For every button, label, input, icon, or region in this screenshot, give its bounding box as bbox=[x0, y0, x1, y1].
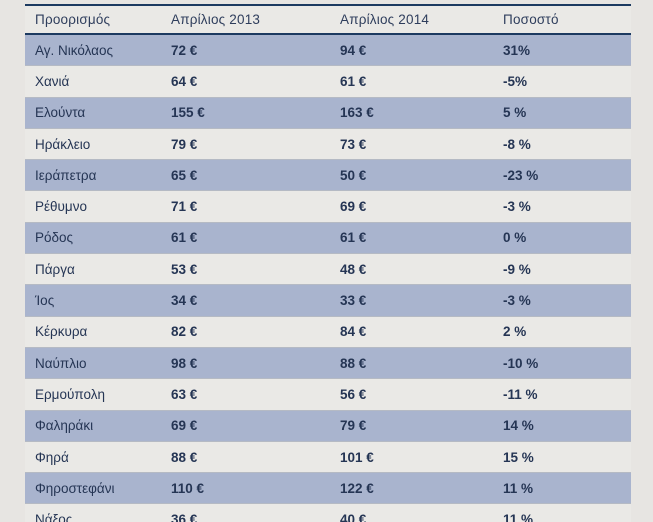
cell-price-2014: 61 € bbox=[330, 221, 493, 255]
table-row: Νάξος 36 € 40 € 11 % bbox=[25, 503, 631, 522]
cell-destination: Ιεράπετρα bbox=[25, 159, 161, 192]
col-header-april-2013: Απρίλιος 2013 bbox=[161, 4, 330, 35]
col-header-april-2014: Απρίλιος 2014 bbox=[330, 4, 493, 35]
cell-destination: Ίος bbox=[25, 284, 161, 317]
cell-price-2014: 79 € bbox=[330, 409, 493, 442]
cell-price-2013: 65 € bbox=[161, 159, 330, 192]
cell-destination: Χανιά bbox=[35, 73, 70, 89]
table-row: Ρόδος 61 € 61 € 0 % bbox=[25, 221, 631, 255]
cell-destination: Φηρά bbox=[35, 449, 69, 465]
price-comparison-table: Προορισμός Απρίλιος 2013 Απρίλιος 2014 Π… bbox=[25, 4, 631, 522]
cell-percent: 11 % bbox=[503, 512, 534, 522]
cell-percent: 14 % bbox=[493, 409, 631, 442]
cell-price-2014: 84 € bbox=[340, 324, 367, 340]
cell-percent: -3 % bbox=[493, 284, 631, 317]
cell-price-2013: 53 € bbox=[171, 261, 198, 277]
table-row: Φηροστεφάνι 110 € 122 € 11 % bbox=[25, 472, 631, 505]
cell-price-2014: 94 € bbox=[330, 33, 493, 67]
cell-price-2013: 98 € bbox=[161, 346, 330, 380]
cell-price-2014: 33 € bbox=[330, 284, 493, 317]
cell-price-2014: 88 € bbox=[330, 346, 493, 380]
cell-destination: Ελούντα bbox=[25, 96, 161, 129]
table-row: Ρέθυμνο 71 € 69 € -3 % bbox=[25, 190, 631, 223]
cell-price-2014: 50 € bbox=[330, 159, 493, 192]
cell-price-2014: 40 € bbox=[340, 512, 367, 522]
cell-price-2014: 56 € bbox=[340, 386, 367, 402]
cell-price-2013: 71 € bbox=[171, 199, 198, 215]
cell-price-2013: 36 € bbox=[171, 512, 198, 522]
table-row: Φηρά 88 € 101 € 15 % bbox=[25, 441, 631, 473]
table-row: Ναύπλιο 98 € 88 € -10 % bbox=[25, 346, 631, 380]
cell-percent: 2 % bbox=[503, 324, 527, 340]
cell-percent: 5 % bbox=[493, 96, 631, 129]
cell-percent: -10 % bbox=[493, 346, 631, 380]
table-row: Ιεράπετρα 65 € 50 € -23 % bbox=[25, 159, 631, 192]
cell-percent: 15 % bbox=[503, 449, 534, 465]
cell-destination: Ηράκλειο bbox=[35, 136, 91, 152]
cell-percent: -3 % bbox=[503, 199, 531, 215]
cell-price-2014: 163 € bbox=[330, 96, 493, 129]
cell-destination: Πάργα bbox=[35, 261, 75, 277]
col-header-percent: Ποσοστό bbox=[493, 4, 631, 35]
table-row: Κέρκυρα 82 € 84 € 2 % bbox=[25, 316, 631, 348]
cell-percent: -9 % bbox=[503, 261, 531, 277]
table-row: Ερμούπολη 63 € 56 € -11 % bbox=[25, 378, 631, 411]
cell-price-2013: 88 € bbox=[171, 449, 198, 465]
col-header-destination: Προορισμός bbox=[25, 4, 161, 35]
cell-price-2014: 61 € bbox=[340, 73, 367, 89]
cell-destination: Κέρκυρα bbox=[35, 324, 88, 340]
cell-price-2013: 69 € bbox=[161, 409, 330, 442]
cell-price-2014: 73 € bbox=[340, 136, 367, 152]
cell-percent: -8 % bbox=[503, 136, 531, 152]
cell-price-2014: 48 € bbox=[340, 261, 367, 277]
table-row: Ηράκλειο 79 € 73 € -8 % bbox=[25, 128, 631, 160]
cell-price-2013: 110 € bbox=[161, 472, 330, 505]
cell-destination: Ερμούπολη bbox=[35, 386, 105, 402]
table-row: Ελούντα 155 € 163 € 5 % bbox=[25, 96, 631, 129]
cell-percent: -11 % bbox=[503, 386, 538, 402]
cell-percent: -23 % bbox=[493, 159, 631, 192]
cell-destination: Ρόδος bbox=[25, 221, 161, 255]
table-row: Πάργα 53 € 48 € -9 % bbox=[25, 253, 631, 285]
table-row: Ίος 34 € 33 € -3 % bbox=[25, 284, 631, 317]
cell-price-2013: 72 € bbox=[161, 33, 330, 67]
table-body: Αγ. Νικόλαος 72 € 94 € 31% Χανιά 64 € 61… bbox=[25, 33, 631, 522]
cell-price-2014: 69 € bbox=[340, 199, 367, 215]
cell-price-2014: 122 € bbox=[330, 472, 493, 505]
header-row: Προορισμός Απρίλιος 2013 Απρίλιος 2014 Π… bbox=[25, 4, 631, 35]
cell-percent: -5% bbox=[503, 73, 528, 89]
cell-price-2013: 34 € bbox=[161, 284, 330, 317]
cell-price-2013: 63 € bbox=[171, 386, 198, 402]
cell-destination: Ρέθυμνο bbox=[35, 199, 87, 215]
cell-price-2014: 101 € bbox=[340, 449, 374, 465]
cell-price-2013: 155 € bbox=[161, 96, 330, 129]
cell-price-2013: 61 € bbox=[161, 221, 330, 255]
cell-destination: Ναύπλιο bbox=[25, 346, 161, 380]
cell-price-2013: 79 € bbox=[171, 136, 198, 152]
cell-percent: 31% bbox=[493, 33, 631, 67]
cell-price-2013: 82 € bbox=[171, 324, 198, 340]
cell-destination: Νάξος bbox=[35, 512, 73, 522]
table-row: Χανιά 64 € 61 € -5% bbox=[25, 65, 631, 98]
cell-destination: Αγ. Νικόλαος bbox=[25, 33, 161, 67]
cell-destination: Φαληράκι bbox=[25, 409, 161, 442]
table-row: Φαληράκι 69 € 79 € 14 % bbox=[25, 409, 631, 442]
cell-percent: 0 % bbox=[493, 221, 631, 255]
cell-price-2013: 64 € bbox=[171, 73, 198, 89]
table-row: Αγ. Νικόλαος 72 € 94 € 31% bbox=[25, 33, 631, 67]
cell-percent: 11 % bbox=[493, 472, 631, 505]
cell-destination: Φηροστεφάνι bbox=[25, 472, 161, 505]
